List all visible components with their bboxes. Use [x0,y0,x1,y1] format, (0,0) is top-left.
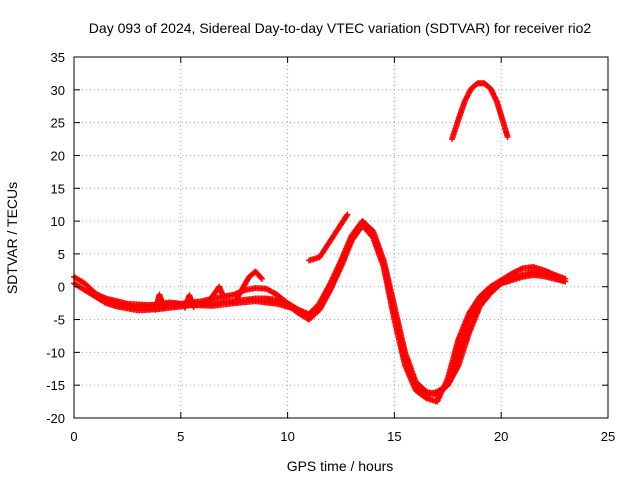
x-tick-label: 15 [387,429,401,444]
y-tick-label: -20 [46,411,65,426]
y-tick-label: 35 [51,50,65,65]
y-tick-label: 10 [51,214,65,229]
y-tick-label: 25 [51,116,65,131]
data-point [258,274,265,281]
x-tick-label: 25 [601,429,615,444]
series-burst-3 [203,283,227,307]
x-tick-label: 0 [70,429,77,444]
y-tick-label: 5 [58,247,65,262]
data-point [258,275,265,282]
series-burst-4 [233,268,265,303]
series-burst-1 [152,291,167,313]
y-tick-label: 20 [51,148,65,163]
data-series [71,80,569,405]
chart-title: Day 093 of 2024, Sidereal Day-to-day VTE… [89,20,592,36]
series-burst-2 [182,292,197,311]
y-tick-label: 0 [58,280,65,295]
y-tick-label: -10 [46,345,65,360]
series-track-d [305,211,351,264]
x-tick-label: 5 [177,429,184,444]
axis-ticks: 0 5 10 15 20 25 -20 -15 -10 -5 0 5 10 15 20 25 30 35 [46,50,615,444]
data-point [220,293,227,300]
grid [74,57,608,418]
data-point [562,278,569,285]
data-point [190,304,197,311]
y-tick-label: -5 [53,313,65,328]
series-track-e [449,80,511,143]
data-point [504,134,511,141]
y-tick-label: 30 [51,83,65,98]
data-point [160,305,167,312]
x-axis-label: GPS time / hours [287,458,394,474]
plot-frame [73,56,609,419]
y-tick-label: 15 [51,181,65,196]
y-tick-label: -15 [46,378,65,393]
data-point [343,212,350,219]
data-point [344,211,351,218]
y-axis-label: SDTVAR / TECUs [4,182,20,294]
x-tick-label: 10 [280,429,294,444]
x-tick-label: 20 [494,429,508,444]
